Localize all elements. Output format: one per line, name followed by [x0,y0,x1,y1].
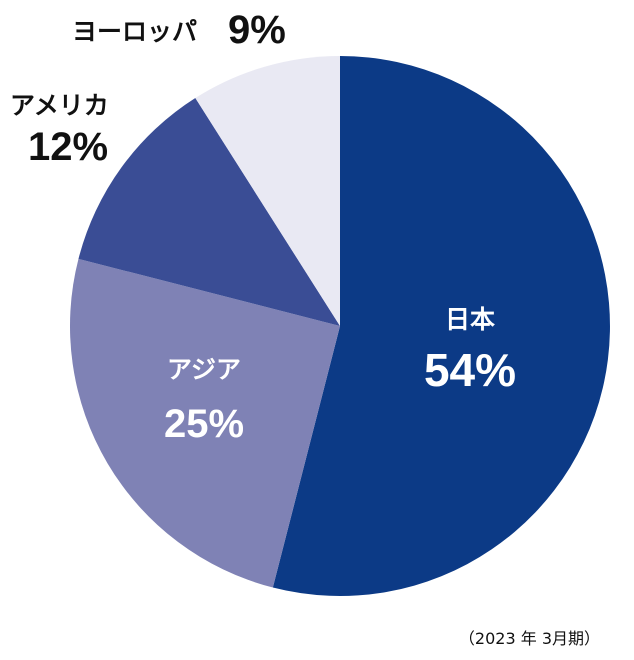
slice-label-asia: アジア [167,355,241,384]
period-note: （2023 年 3月期） [459,629,600,648]
slice-value-europe: 9% [228,8,286,52]
slice-value-asia: 25% [164,402,244,446]
slice-value-japan: 54% [424,344,516,396]
slice-asia [69,258,340,588]
slice-japan [272,56,610,596]
slice-america [78,98,340,326]
slice-label-america: アメリカ [10,91,109,120]
slice-europe [195,56,340,326]
slice-label-japan: 日本 [445,305,495,334]
slice-label-europe: ヨーロッパ [72,17,197,46]
slice-value-america: 12% [28,125,108,169]
pie-slices [69,56,610,596]
